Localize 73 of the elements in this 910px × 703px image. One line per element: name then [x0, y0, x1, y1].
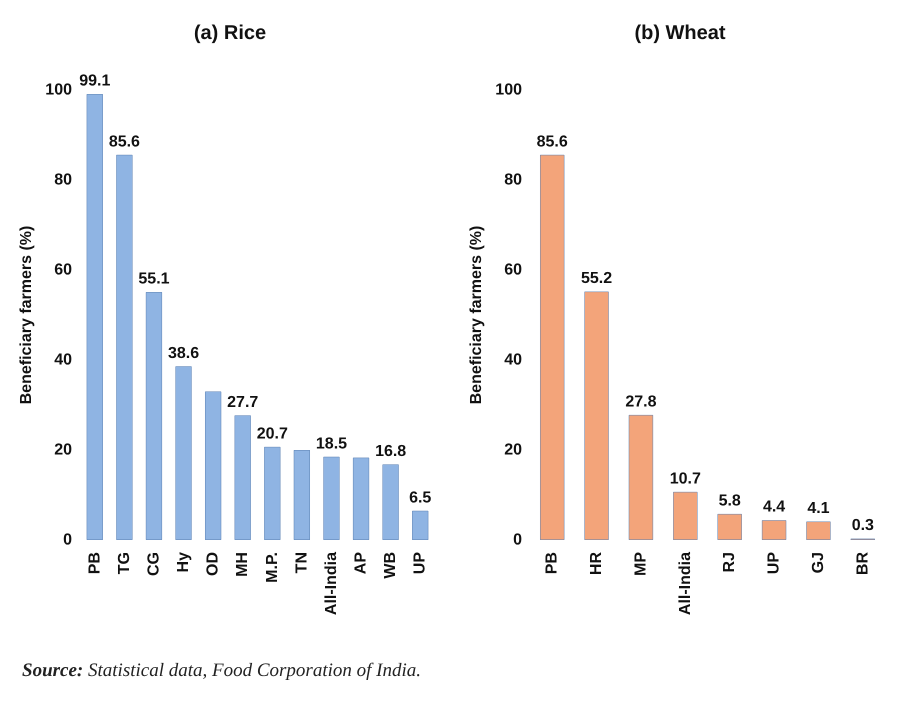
bar: [204, 392, 222, 540]
y-tick-label: 40: [54, 352, 72, 368]
bar: [146, 292, 162, 540]
data-label: 20.7: [256, 425, 288, 442]
y-axis-title: Beneficiary farmers (%): [468, 226, 485, 404]
x-tick-label: CG: [145, 552, 162, 576]
chart-title: (a) Rice: [194, 22, 266, 44]
data-label: 4.1: [807, 500, 830, 518]
y-tick-label: 20: [54, 442, 72, 458]
bar: [352, 458, 370, 540]
bar: [116, 154, 133, 540]
chart-title: (b) Wheat: [634, 22, 726, 44]
x-tick-label: WB: [382, 552, 400, 579]
bar: [806, 522, 831, 540]
x-tick-label: All-India: [322, 552, 340, 616]
bar: [294, 450, 310, 540]
x-tick-label: M.P.: [264, 552, 281, 583]
bar: [584, 292, 609, 540]
x-tick-label: BR: [854, 552, 872, 576]
x-tick-label: UP: [412, 552, 429, 574]
y-axis-title: Beneficiary farmers (%): [18, 226, 35, 404]
x-tick-label: MP: [632, 552, 650, 576]
x-tick-label: AP: [352, 552, 370, 574]
x-tick-label: PB: [86, 552, 104, 574]
y-tick-label: 100: [45, 82, 72, 98]
bar: [234, 415, 251, 540]
x-tick-label: Hy: [175, 552, 192, 572]
x-tick-label: RJ: [721, 552, 738, 572]
bar: [540, 154, 564, 540]
data-label: 38.6: [168, 344, 200, 362]
y-tick-label: 40: [504, 352, 522, 368]
data-label: 55.2: [580, 270, 612, 288]
x-tick-label: UP: [766, 552, 783, 574]
data-label: 85.6: [108, 133, 140, 150]
x-tick-label: GJ: [810, 552, 827, 574]
data-label: 27.8: [625, 393, 657, 410]
bar: [264, 446, 280, 540]
y-tick-label: 20: [504, 442, 522, 458]
x-tick-label: MH: [234, 552, 252, 577]
x-tick-label: OD: [204, 552, 222, 576]
data-label: 16.8: [375, 442, 406, 460]
data-label: 10.7: [670, 470, 701, 488]
bar: [762, 520, 786, 540]
source-note: Source: Statistical data, Food Corporation of India.: [22, 660, 422, 682]
x-tick-label: HR: [588, 552, 606, 576]
data-label: 5.8: [718, 492, 741, 510]
bar: [673, 492, 698, 540]
y-tick-label: 80: [504, 172, 522, 188]
data-label: 18.5: [316, 435, 348, 452]
x-tick-label: TG: [116, 552, 133, 574]
y-tick-label: 0: [513, 532, 522, 548]
data-label: 85.6: [536, 133, 568, 150]
bar: [412, 510, 428, 540]
data-label: 27.7: [227, 394, 258, 411]
x-tick-label: PB: [544, 552, 561, 574]
data-label: 0.3: [852, 517, 874, 534]
data-label: 55.1: [138, 270, 170, 288]
data-label: 4.4: [762, 498, 786, 516]
data-label: 6.5: [409, 489, 432, 506]
y-tick-label: 100: [495, 82, 522, 98]
bar: [175, 366, 192, 540]
bar: [323, 456, 340, 540]
data-label: 99.1: [79, 72, 110, 90]
bar: [717, 514, 742, 540]
x-tick-label: All-India: [676, 552, 694, 616]
y-tick-label: 80: [54, 172, 72, 188]
x-tick-label: TN: [293, 552, 310, 574]
bar: [86, 94, 103, 540]
y-tick-label: 0: [63, 532, 72, 548]
bar: [628, 414, 654, 540]
bar: [382, 464, 399, 540]
y-tick-label: 60: [504, 262, 522, 278]
y-tick-label: 60: [54, 262, 72, 278]
